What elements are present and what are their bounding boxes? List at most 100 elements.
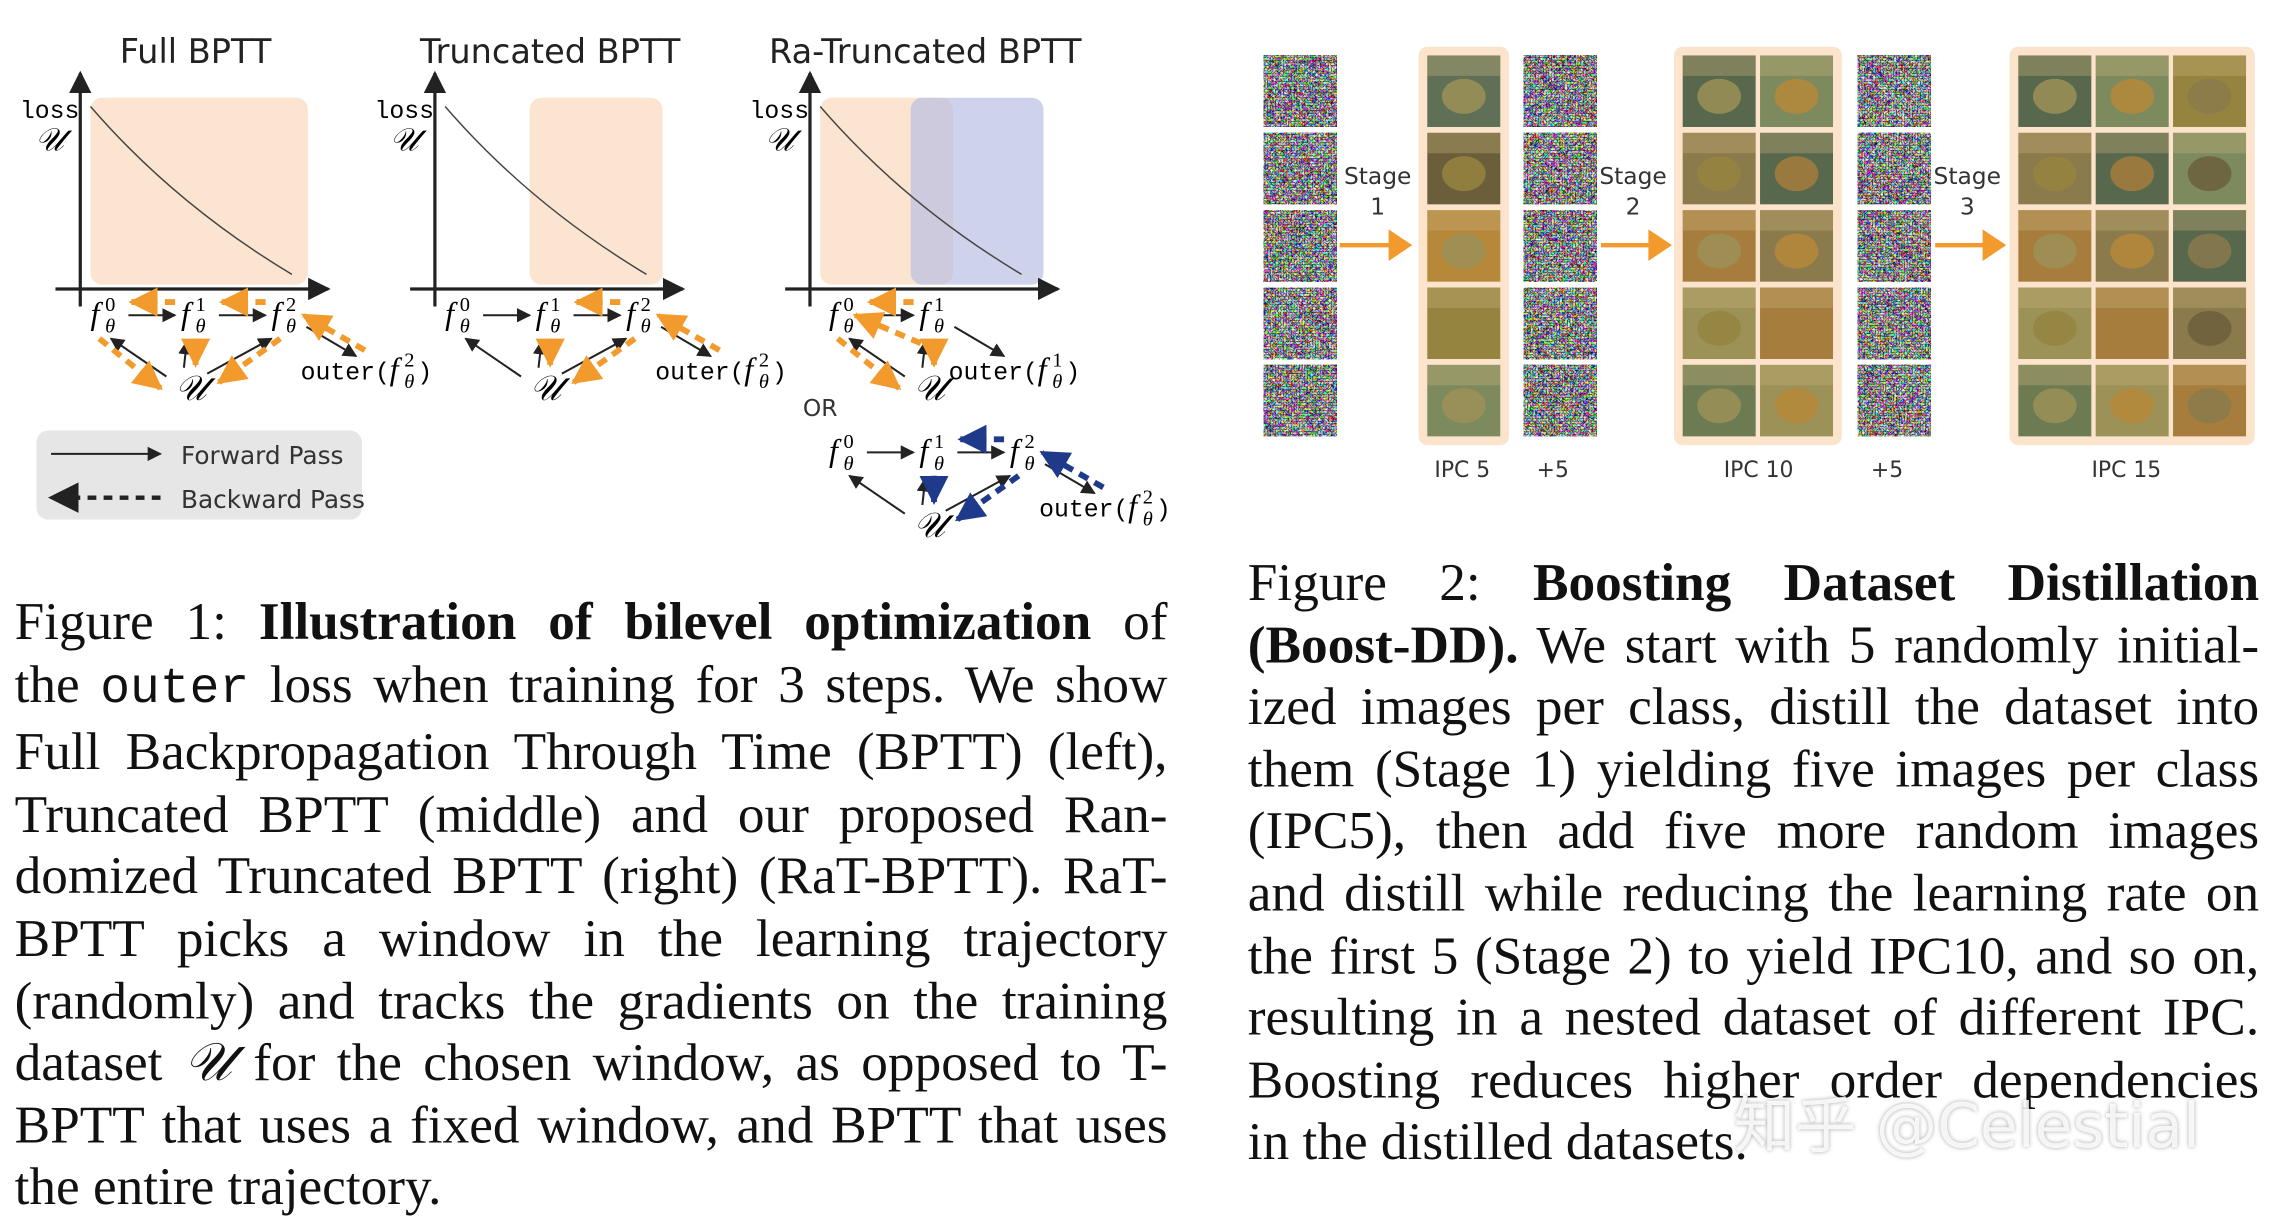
image-detail bbox=[1682, 132, 1756, 154]
image-detail bbox=[2032, 310, 2077, 346]
caption-text: Figure 2: bbox=[1247, 551, 1533, 612]
image-detail bbox=[2018, 132, 2092, 154]
image-detail bbox=[2187, 78, 2232, 114]
stage-number: 2 bbox=[1626, 193, 1641, 221]
math-base: f bbox=[919, 295, 932, 331]
image-detail bbox=[1760, 132, 1834, 154]
window-shade bbox=[90, 97, 308, 285]
math-base: f bbox=[390, 350, 403, 386]
image-detail bbox=[2173, 132, 2247, 154]
caption-text: the entire trajectory. bbox=[14, 1156, 442, 1217]
outer-end: ) bbox=[1156, 497, 1171, 525]
caption-text: domized Truncated BPTT (right) (RaT-BPTT… bbox=[14, 845, 1168, 906]
image-detail bbox=[1774, 233, 1819, 269]
ipc-label: IPC 5 bbox=[1434, 458, 1490, 483]
math-sup: 0 bbox=[844, 294, 854, 316]
window-shade bbox=[529, 97, 663, 285]
noise-image bbox=[1263, 210, 1337, 282]
stage-arrow bbox=[1600, 229, 1673, 261]
noise-image bbox=[1857, 364, 1931, 437]
math-base: f bbox=[829, 432, 842, 468]
forward-arrow bbox=[848, 474, 906, 515]
image-detail bbox=[1427, 364, 1501, 386]
outer-text: outer( bbox=[655, 359, 744, 387]
math-base: f bbox=[1010, 432, 1023, 468]
caption-line: (IPC5), then add five more random images bbox=[1248, 800, 2259, 862]
caption-text: for the chosen window, as opposed to T- bbox=[231, 1032, 1168, 1092]
image-detail bbox=[2032, 78, 2077, 114]
math-sub: θ bbox=[105, 316, 115, 338]
image-detail bbox=[2110, 156, 2155, 192]
caption-line: in the distilled datasets. bbox=[1248, 1111, 2259, 1173]
image-detail bbox=[1682, 210, 1756, 231]
math-base: f bbox=[181, 295, 194, 331]
y-symbol: 𝒰 bbox=[390, 121, 428, 157]
caption-text: Illustration of bilevel optimization bbox=[258, 591, 1092, 651]
math-sup: 2 bbox=[1024, 431, 1034, 453]
caption-line: them (Stage 1) yielding five images per … bbox=[1248, 738, 2259, 800]
math-sub: θ bbox=[844, 316, 854, 338]
image-detail bbox=[2173, 210, 2247, 231]
image-detail bbox=[2018, 55, 2092, 76]
image-detail bbox=[1441, 310, 1486, 346]
math-sub: θ bbox=[1052, 371, 1062, 393]
image-detail bbox=[1697, 388, 1742, 424]
image-detail bbox=[1774, 388, 1819, 424]
caption-line: BPTT picks a window in the learning traj… bbox=[15, 908, 1168, 970]
image-detail bbox=[1697, 233, 1742, 269]
image-detail bbox=[2110, 233, 2155, 269]
image-detail bbox=[1760, 55, 1834, 76]
image-detail bbox=[1427, 287, 1501, 308]
caption-text: outer bbox=[100, 661, 250, 718]
caption-text: ized images per class, distill the datas… bbox=[1247, 675, 2260, 736]
noise-image bbox=[1857, 55, 1931, 127]
caption-line: resulting in a nested dataset of differe… bbox=[1248, 987, 2259, 1049]
caption-line: Figure 1: Illustration of bilevel optimi… bbox=[15, 591, 1168, 653]
figure2-caption: Figure 2: Boosting Dataset Distillation(… bbox=[1248, 552, 2259, 1174]
image-detail bbox=[1774, 78, 1819, 114]
math-base: f bbox=[1128, 488, 1141, 524]
image-detail bbox=[1774, 310, 1819, 346]
math-sub: θ bbox=[934, 316, 944, 338]
figure1-caption: Figure 1: Illustration of bilevel optimi… bbox=[15, 591, 1168, 1218]
legend-box bbox=[36, 430, 362, 520]
image-detail bbox=[2018, 364, 2092, 386]
noise-image bbox=[1263, 364, 1337, 437]
backward-arrow bbox=[852, 312, 939, 353]
outer-text: outer( bbox=[1039, 497, 1128, 525]
noise-image bbox=[1263, 55, 1337, 127]
ipc-label: IPC 10 bbox=[1724, 458, 1794, 483]
forward-arrow bbox=[532, 340, 548, 368]
math-sup: 2 bbox=[759, 349, 769, 371]
math-sub: θ bbox=[404, 371, 414, 393]
image-detail bbox=[2018, 287, 2092, 308]
caption-line: (randomly) and tracks the gradients on t… bbox=[15, 970, 1168, 1032]
increment-label: +5 bbox=[1871, 458, 1903, 483]
math-sub: θ bbox=[641, 316, 651, 338]
image-detail bbox=[2095, 287, 2169, 308]
noise-image bbox=[1523, 364, 1597, 437]
math-sup: 1 bbox=[550, 294, 560, 316]
image-detail bbox=[1682, 287, 1756, 308]
math-sup: 2 bbox=[641, 294, 651, 316]
caption-text: Full Backpropagation Through Time (BPTT)… bbox=[14, 721, 1168, 782]
caption-line: dataset 𝒰 for the chosen window, as oppo… bbox=[15, 1032, 1168, 1094]
caption-text: We start with 5 randomly initial- bbox=[1518, 613, 2260, 674]
image-detail bbox=[2187, 156, 2232, 192]
math-sup: 2 bbox=[286, 294, 296, 316]
forward-arrow bbox=[206, 337, 273, 375]
backward-arrow bbox=[97, 336, 163, 391]
panel-title: Truncated BPTT bbox=[419, 32, 681, 71]
caption-text: the first 5 (Stage 2) to yield IPC10, an… bbox=[1247, 924, 2260, 985]
legend-label: Backward Pass bbox=[181, 485, 365, 514]
caption-line: the outer loss when training for 3 steps… bbox=[15, 653, 1168, 721]
image-detail bbox=[1441, 233, 1486, 269]
image-detail bbox=[1760, 364, 1834, 386]
source-symbol: 𝒰 bbox=[530, 369, 571, 408]
math-sub: θ bbox=[844, 453, 854, 475]
math-sup: 0 bbox=[105, 294, 115, 316]
image-detail bbox=[2110, 388, 2155, 424]
image-detail bbox=[2110, 310, 2155, 346]
